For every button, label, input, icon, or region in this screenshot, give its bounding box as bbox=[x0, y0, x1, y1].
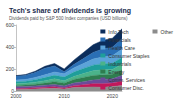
svg-text:Consumer Staples: Consumer Staples bbox=[108, 53, 150, 59]
svg-text:Other: Other bbox=[160, 29, 173, 35]
svg-text:Tech's share of dividends is g: Tech's share of dividends is growing bbox=[9, 7, 131, 15]
svg-text:0: 0 bbox=[11, 88, 14, 94]
svg-text:Comm. Services: Comm. Services bbox=[108, 77, 145, 83]
svg-text:Energy: Energy bbox=[108, 69, 124, 75]
svg-text:Dividends paid by S&P 500 Inde: Dividends paid by S&P 500 Index companie… bbox=[9, 16, 128, 21]
svg-text:Health Care: Health Care bbox=[108, 45, 135, 51]
svg-text:Financials: Financials bbox=[108, 37, 131, 43]
svg-text:Info Tech: Info Tech bbox=[108, 29, 128, 35]
svg-text:2010: 2010 bbox=[59, 93, 70, 99]
svg-text:600: 600 bbox=[6, 22, 15, 28]
svg-text:400: 400 bbox=[6, 44, 15, 50]
svg-text:200: 200 bbox=[6, 66, 15, 72]
svg-text:2020: 2020 bbox=[107, 93, 118, 99]
svg-text:Industrials: Industrials bbox=[108, 61, 131, 67]
svg-text:Consumer Disc.: Consumer Disc. bbox=[108, 85, 144, 91]
svg-text:2000: 2000 bbox=[10, 93, 21, 99]
